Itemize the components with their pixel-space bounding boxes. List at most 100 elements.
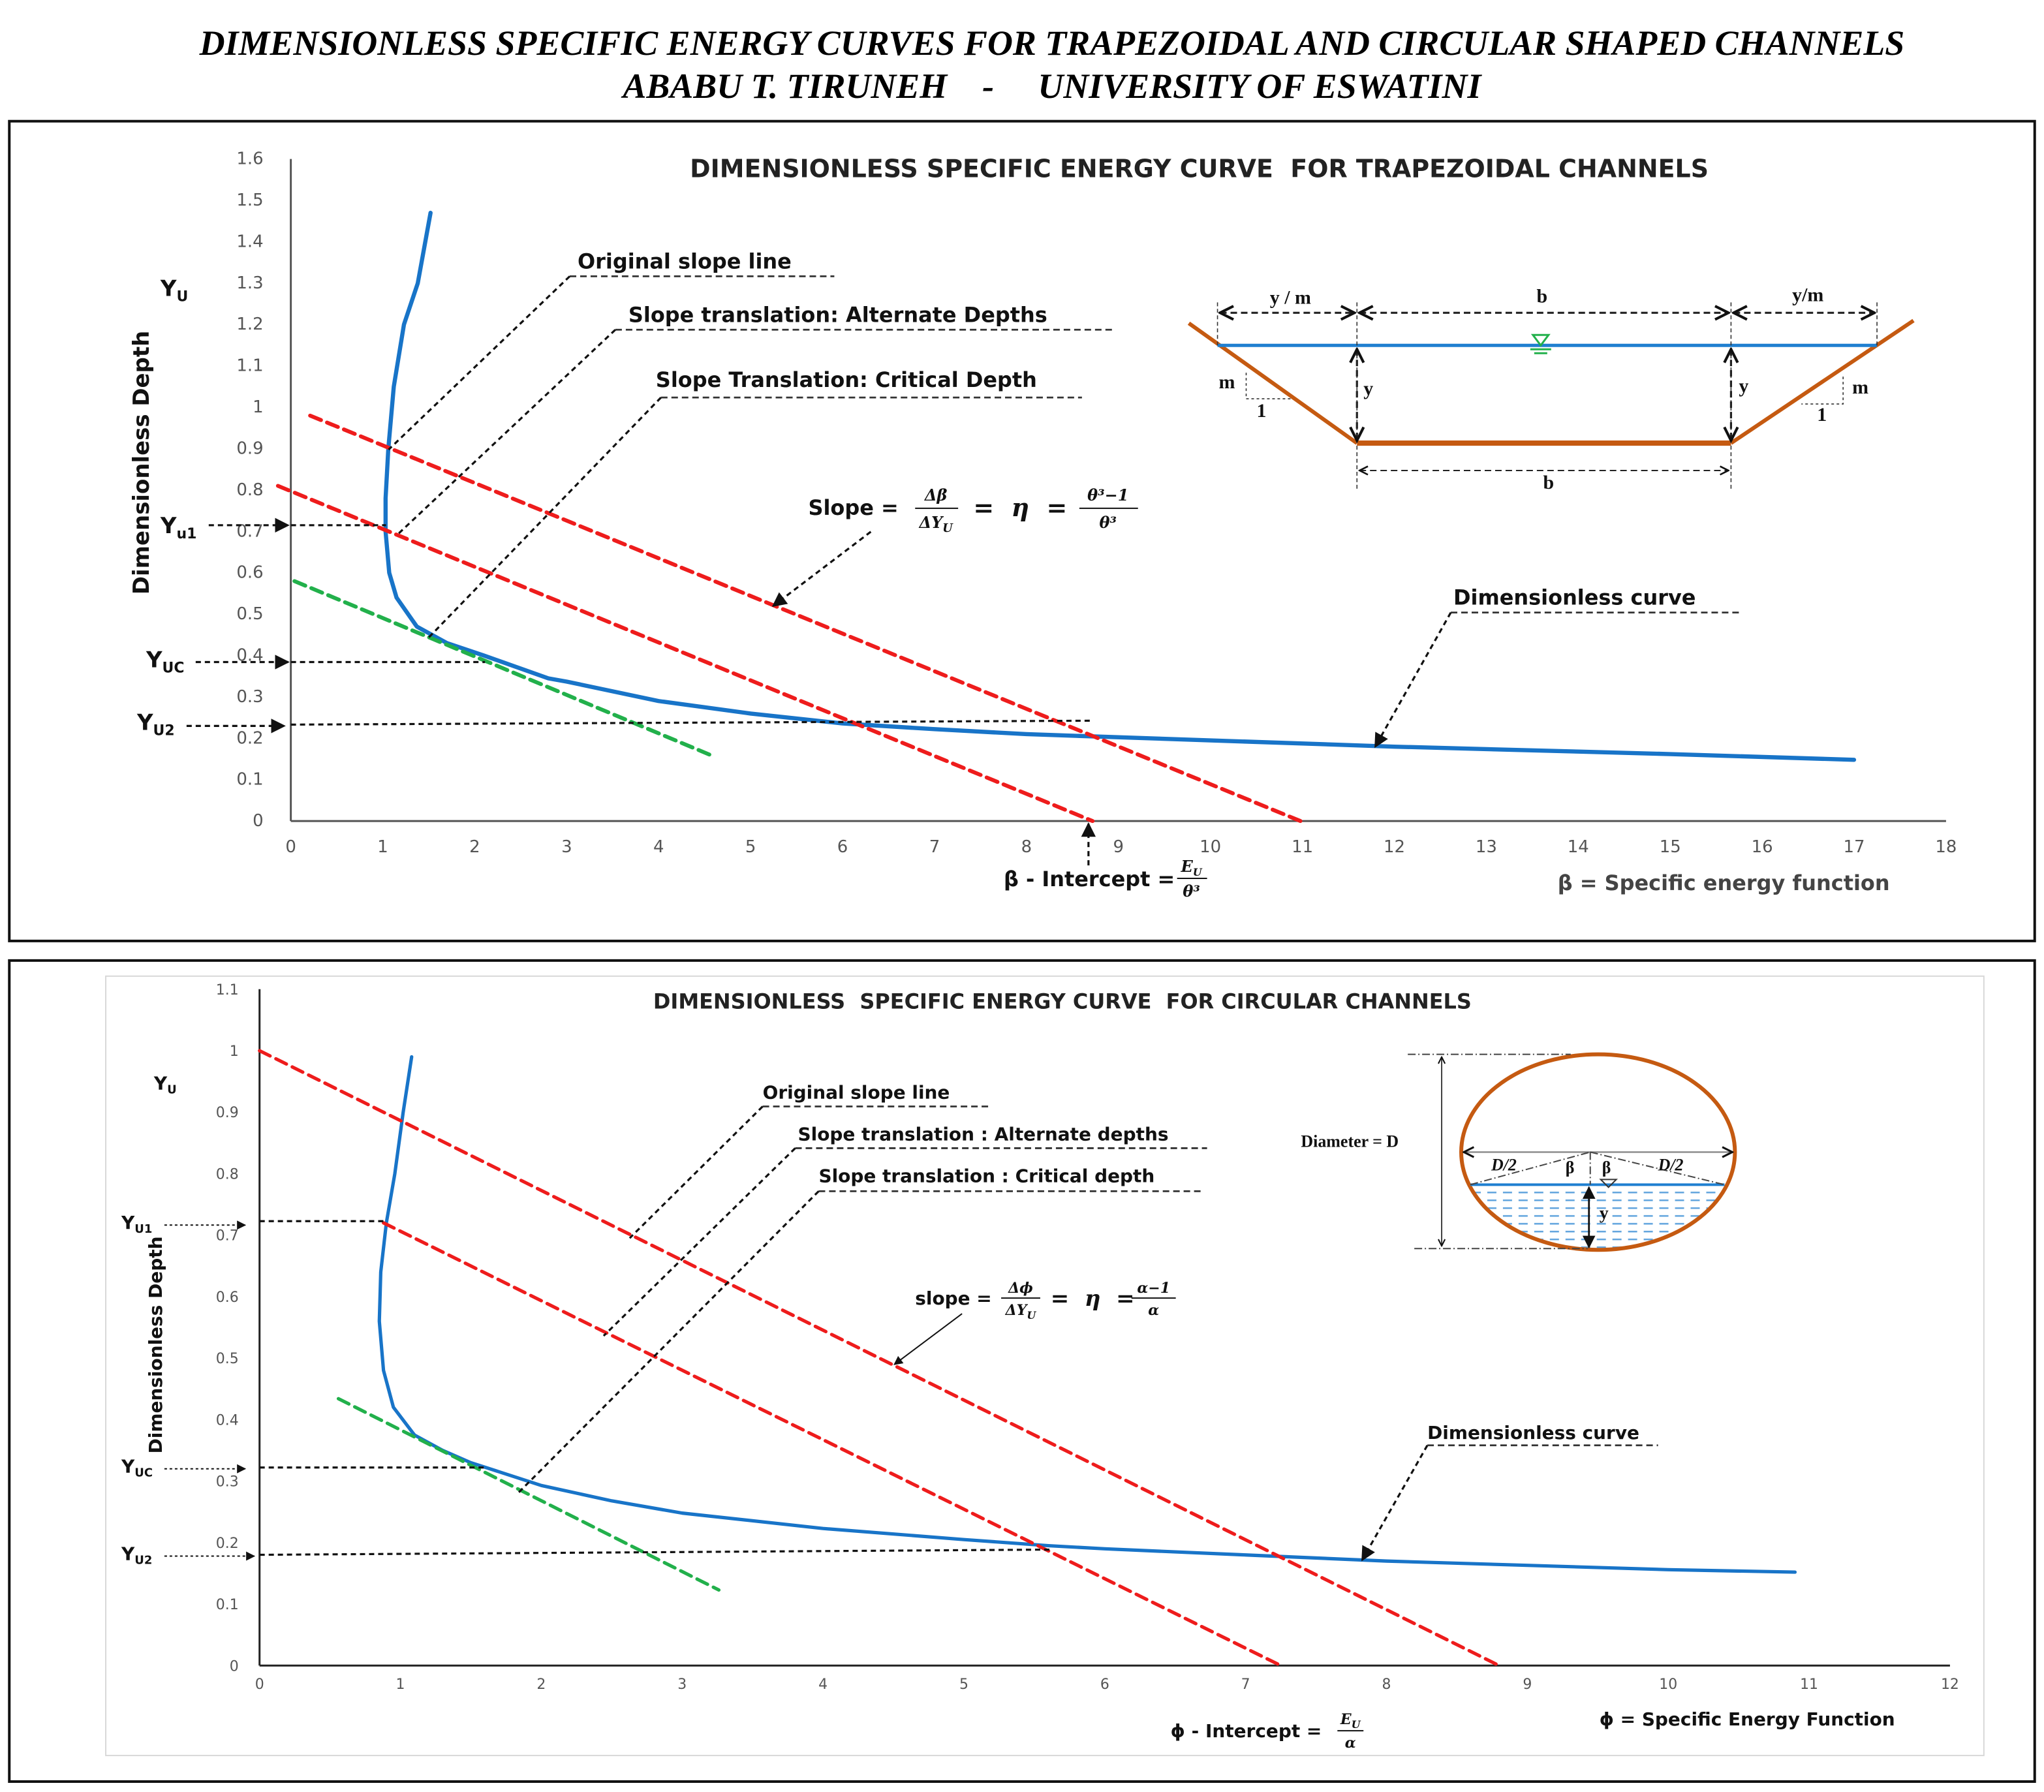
alternate-depths-line (382, 1221, 1283, 1667)
y-tick-label: 1.4 (236, 232, 263, 251)
intercept-numerator: EU (1340, 1711, 1361, 1731)
water-level-symbol-icon (1530, 333, 1551, 354)
y-tick-label: 1.6 (236, 149, 263, 169)
slope-equation: Slope = Δβ ΔYU = η = θ³−1 θ³ (808, 486, 1138, 535)
original-slope-line (258, 1049, 1501, 1667)
original-slope-line (308, 413, 1303, 824)
ym-right-label: y/m (1792, 284, 1823, 305)
critical-depth-line (336, 1397, 721, 1592)
x-tick-label: 3 (677, 1676, 687, 1693)
slope-equation-leader (893, 1313, 963, 1365)
alternate-depths-label: Slope translation : Alternate depths (798, 1123, 1169, 1145)
x-tick-label: 6 (1100, 1676, 1109, 1693)
alternate-depths-leader (602, 1147, 796, 1337)
x-tick-label: 0 (255, 1676, 264, 1693)
y-tick-label: 1.2 (236, 315, 263, 334)
yu2-label: YU2 (121, 1543, 152, 1568)
channel-bank-right (1729, 318, 1915, 445)
slope-numerator: Δβ (924, 486, 948, 504)
slope-equation: slope = Δϕ ΔYU = η = α−1 α (915, 1280, 1176, 1321)
y-tick-label: 0.7 (216, 1228, 239, 1244)
m-left-label: m (1219, 371, 1235, 393)
dimensionless-curve-leader (1374, 611, 1452, 749)
original-slope-leader (628, 1105, 764, 1239)
y-tick-label: 0.8 (236, 480, 263, 500)
y-tick-label: 1.5 (236, 191, 263, 210)
dimensionless-curve-leader (1361, 1444, 1429, 1562)
beta-left-label: β (1566, 1158, 1575, 1177)
page-title: DIMENSIONLESS SPECIFIC ENERGY CURVES FOR… (199, 23, 1905, 63)
y-tick-label: 0.1 (216, 1597, 239, 1613)
y-tick-label: 0.1 (236, 770, 263, 790)
b-top-label: b (1537, 285, 1548, 307)
d2-left-label: D/2 (1491, 1155, 1517, 1174)
yuc-label: YUC (121, 1456, 153, 1480)
y-tick-label: 0.9 (236, 439, 263, 458)
y-tick-label: 0.3 (216, 1474, 239, 1491)
x-tick-label: 12 (1941, 1676, 1959, 1693)
y-tick-label: 1.1 (236, 356, 263, 376)
x-tick-label: 5 (745, 837, 756, 857)
circular-panel: DIMENSIONLESS SPECIFIC ENERGY CURVE FOR … (8, 959, 2036, 1784)
yu-label: YU (160, 275, 188, 305)
beta-right-label: β (1602, 1158, 1611, 1177)
rhs-numerator: α−1 (1137, 1280, 1170, 1297)
x-tick-label: 11 (1800, 1676, 1818, 1693)
intercept-label: ϕ - Intercept = EU α (1171, 1711, 1364, 1752)
y-tick-label: 0.8 (216, 1166, 239, 1182)
dimensionless-curve-label: Dimensionless curve (1427, 1422, 1639, 1444)
m-right-label: m (1852, 377, 1868, 398)
x-tick-label: 7 (1241, 1676, 1250, 1693)
y-tick-label: 0.6 (216, 1290, 239, 1306)
y-tick-label: 0.9 (216, 1105, 239, 1121)
eta: = η = (1043, 1286, 1142, 1312)
rhs-denominator: θ³ (1100, 514, 1117, 532)
x-tick-label: 13 (1476, 837, 1497, 857)
alternate-depths-leader (397, 329, 617, 535)
slope-equation-leader (771, 531, 872, 608)
y-tick-label: 0.4 (236, 646, 263, 666)
y-tick-label: 1 (253, 397, 264, 417)
y-tick-label: 0.4 (216, 1412, 239, 1429)
y-tick-label: 1.3 (236, 273, 263, 293)
intercept-label: β - Intercept = EU θ³ (1004, 857, 1207, 901)
x-tick-label: 9 (1523, 1676, 1532, 1693)
pipe-wall (1459, 1052, 1737, 1252)
x-tick-label: 8 (1382, 1676, 1391, 1693)
critical-depth-leader (516, 1190, 820, 1494)
trapezoid-channel-diagram: y / m b y/m y y m 1 m 1 b (1187, 284, 1915, 493)
x-tick-label: 8 (1021, 837, 1032, 857)
y-tick-label: 1.1 (216, 982, 239, 998)
channel-bank-left (1187, 321, 1358, 445)
x-tick-label: 12 (1384, 837, 1405, 857)
x-tick-label: 7 (929, 837, 940, 857)
plot-area: 0 1 2 3 4 5 6 7 8 9 10 11 12 13 14 15 16 17 1800.10.20.30.… (236, 149, 1957, 857)
critical-depth-label: Slope Translation: Critical Depth (656, 367, 1037, 392)
y-tick-label: 0.3 (236, 687, 263, 707)
y-tick-label: 0.6 (236, 563, 263, 583)
original-slope-label: Original slope line (578, 249, 792, 273)
critical-depth-label: Slope translation : Critical depth (818, 1165, 1154, 1186)
x-tick-label: 16 (1752, 837, 1773, 857)
one-right-label: 1 (1817, 404, 1827, 425)
intercept-text: ϕ - Intercept = (1171, 1720, 1328, 1742)
x-axis-label: β = Specific energy function (1558, 871, 1890, 895)
x-tick-label: 11 (1292, 837, 1313, 857)
dimensionless-curve (383, 210, 1857, 762)
intercept-denominator: α (1345, 1735, 1356, 1752)
intercept-numerator: EU (1181, 857, 1203, 878)
x-tick-label: 10 (1659, 1676, 1677, 1693)
rhs-denominator: α (1148, 1302, 1159, 1319)
y-tick-label: 0.5 (216, 1351, 239, 1367)
x-tick-label: 17 (1844, 837, 1865, 857)
b-bottom-label: b (1543, 472, 1554, 493)
y-axis-label: Dimensionless Depth (129, 331, 155, 595)
author-line: ABABU T. TIRUNEH - UNIVERSITY OF ESWATIN… (621, 67, 1482, 106)
critical-depth-line (292, 579, 713, 757)
diameter-label: Diameter = D (1301, 1132, 1399, 1151)
yu2-label: YU2 (136, 709, 175, 739)
x-tick-label: 10 (1200, 837, 1221, 857)
y-tick-label: 0 (253, 811, 264, 831)
depth-label: y (1600, 1203, 1609, 1223)
